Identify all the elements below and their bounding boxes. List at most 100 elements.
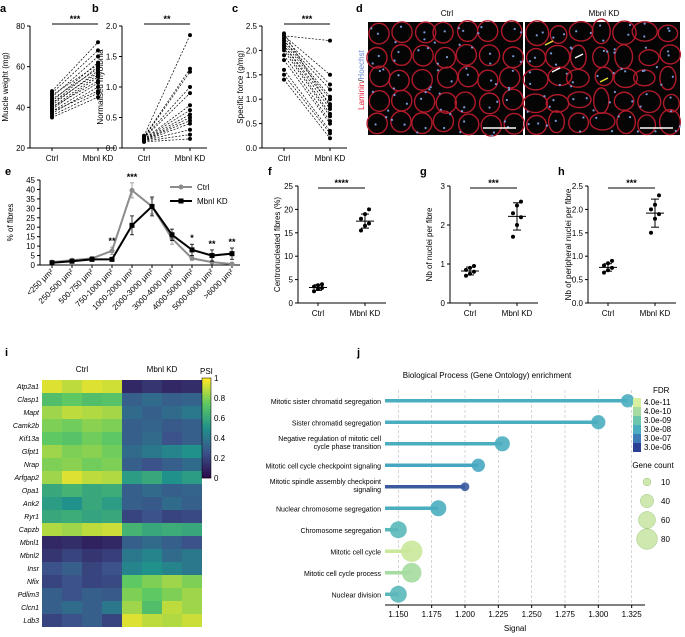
f-point-1: [367, 221, 371, 226]
e-point-kd: [149, 203, 155, 209]
i-heat-cell: [122, 484, 142, 497]
j-size-tick-label: 60: [661, 516, 670, 525]
e-point-ctrl: [109, 248, 115, 254]
a-point-kd: [96, 95, 100, 100]
e-point-kd: [229, 251, 235, 257]
c-y-tick-label: 2.0: [246, 46, 258, 55]
e-series-line-1: [51, 204, 233, 264]
h-point-1: [657, 193, 661, 198]
c-pair-line: [283, 79, 331, 139]
j-dot: [494, 436, 510, 452]
i-heat-cell: [62, 510, 82, 523]
i-heat-cell: [122, 406, 142, 419]
e-sig-label: *: [190, 233, 194, 243]
i-heat-cell: [122, 380, 142, 393]
i-heat-cell: [62, 523, 82, 536]
a-pair-line: [51, 74, 99, 108]
g-y-tick-label: 3: [441, 182, 446, 191]
i-heat-cell: [62, 575, 82, 588]
e-point-ctrl: [129, 187, 135, 193]
i-gene-label: Mapt: [23, 410, 40, 417]
i-heat-cell: [62, 614, 82, 627]
b-point-kd: [188, 69, 192, 74]
e-y-tick-label: 10: [26, 242, 35, 251]
j-x-tick-label: 1.250: [522, 610, 543, 619]
i-heat-cell: [82, 406, 102, 419]
h-y-tick-label: 2.0: [572, 205, 584, 214]
j-dot: [389, 585, 407, 603]
i-heat-cell: [122, 536, 142, 549]
i-heat-cell: [102, 393, 122, 406]
i-heat-cell: [42, 523, 62, 536]
h-y-tick-label: 0.0: [572, 299, 584, 308]
i-heat-cell: [142, 536, 162, 549]
g-x-tick-label: Mbnl KD: [502, 309, 533, 318]
i-heat-cell: [42, 458, 62, 471]
i-legend-step: [202, 424, 211, 427]
i-gene-label: Arfgap2: [13, 475, 39, 482]
j-size-swatch: [638, 511, 656, 529]
j-x-tick-label: 1.325: [622, 610, 643, 619]
c-point-kd: [328, 104, 332, 109]
a-pair-line: [51, 90, 99, 112]
g-panel-label: g: [420, 166, 427, 178]
i-heat-cell: [162, 393, 182, 406]
i-legend-step: [202, 442, 211, 445]
h-y-tick-label: 0.5: [572, 276, 584, 285]
e-point-kd: [69, 258, 75, 264]
i-panel-label: i: [5, 347, 8, 359]
h-y-tick-label: 1.5: [572, 229, 584, 238]
a-pair-line: [51, 86, 99, 114]
a-point-ctrl: [50, 89, 54, 94]
i-heat-cell: [42, 406, 62, 419]
b-point-kd: [188, 127, 192, 132]
i-heat-cell: [142, 497, 162, 510]
i-heat-cell: [102, 458, 122, 471]
i-heat-cell: [62, 393, 82, 406]
i-heat-cell: [162, 497, 182, 510]
j-fdr-swatch: [633, 425, 641, 434]
i-legend-step: [202, 436, 211, 439]
i-heat-cell: [102, 406, 122, 419]
j-x-tick-label: 1.150: [388, 610, 409, 619]
i-heat-cell: [142, 484, 162, 497]
b-panel-label: b: [92, 3, 99, 15]
i-heat-cell: [182, 393, 202, 406]
i-heat-cell: [182, 445, 202, 458]
c-pair-line: [283, 74, 331, 134]
i-heat-cell: [82, 445, 102, 458]
j-size-swatch: [640, 494, 654, 508]
i-heat-cell: [182, 406, 202, 419]
g-point-0: [472, 269, 476, 274]
i-heat-cell: [182, 523, 202, 536]
c-y-tick-label: 1.5: [246, 71, 258, 80]
i-gene-label: Ryr1: [24, 514, 39, 521]
i-heat-cell: [102, 536, 122, 549]
i-heat-cell: [102, 432, 122, 445]
i-heat-cell: [162, 523, 182, 536]
i-heat-cell: [62, 536, 82, 549]
c-pair-line: [283, 45, 331, 105]
e-point-kd: [49, 260, 55, 266]
f-y-tick-label: 15: [284, 229, 293, 238]
i-heat-cell: [82, 614, 102, 627]
i-legend-step: [202, 452, 211, 455]
a-pair-line: [51, 72, 99, 104]
i-heat-cell: [122, 549, 142, 562]
j-fdr-tick-label: 3.0e-09: [644, 416, 672, 425]
a-sig-label: ***: [70, 14, 81, 24]
b-pair-line: [143, 117, 191, 141]
i-legend-step: [202, 454, 211, 457]
c-point-kd: [328, 111, 332, 116]
e-point-kd: [189, 247, 195, 253]
g-point-1: [511, 234, 515, 239]
j-size-tick-label: 10: [661, 478, 670, 487]
h-panel-label: h: [558, 166, 565, 178]
a-pair-line: [51, 62, 99, 102]
c-point-kd: [328, 119, 332, 124]
b-point-kd: [188, 132, 192, 137]
a-pair-line: [51, 68, 99, 100]
g-sig-label: ***: [488, 178, 499, 188]
j-dot: [591, 415, 606, 430]
